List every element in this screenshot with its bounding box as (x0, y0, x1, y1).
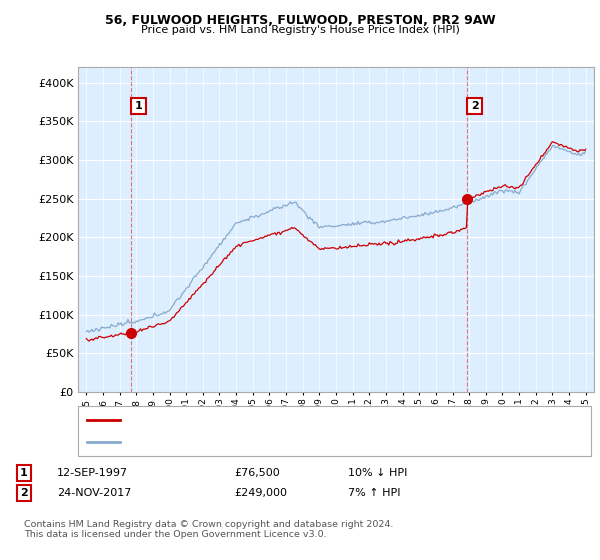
Text: Contains HM Land Registry data © Crown copyright and database right 2024.
This d: Contains HM Land Registry data © Crown c… (24, 520, 394, 539)
Text: 2: 2 (471, 101, 479, 111)
Text: £249,000: £249,000 (234, 488, 287, 498)
Text: 2: 2 (20, 488, 28, 498)
Text: 7% ↑ HPI: 7% ↑ HPI (348, 488, 401, 498)
Text: 12-SEP-1997: 12-SEP-1997 (57, 468, 128, 478)
Text: 10% ↓ HPI: 10% ↓ HPI (348, 468, 407, 478)
Text: 56, FULWOOD HEIGHTS, FULWOOD, PRESTON, PR2 9AW (detached house): 56, FULWOOD HEIGHTS, FULWOOD, PRESTON, P… (126, 415, 496, 425)
Text: Price paid vs. HM Land Registry's House Price Index (HPI): Price paid vs. HM Land Registry's House … (140, 25, 460, 35)
Text: 1: 1 (20, 468, 28, 478)
Text: HPI: Average price, detached house, Preston: HPI: Average price, detached house, Pres… (126, 437, 348, 447)
Text: 56, FULWOOD HEIGHTS, FULWOOD, PRESTON, PR2 9AW: 56, FULWOOD HEIGHTS, FULWOOD, PRESTON, P… (104, 14, 496, 27)
Text: 1: 1 (135, 101, 143, 111)
Text: £76,500: £76,500 (234, 468, 280, 478)
Text: 24-NOV-2017: 24-NOV-2017 (57, 488, 131, 498)
